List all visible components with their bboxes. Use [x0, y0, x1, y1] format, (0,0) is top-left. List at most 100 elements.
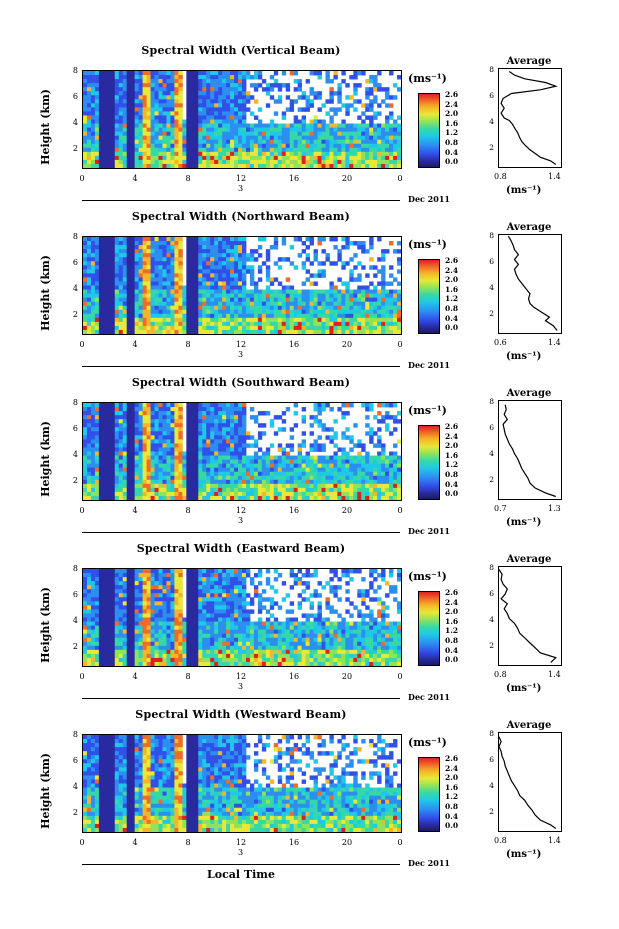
heatmap-cell	[214, 147, 219, 153]
x-tick-label: 16	[288, 506, 300, 515]
heatmap-cell	[353, 297, 358, 303]
heatmap-cell	[373, 289, 378, 294]
heatmap-plot	[82, 236, 402, 335]
heatmap-cell	[86, 411, 92, 416]
heatmap-cell	[297, 475, 303, 481]
heatmap-cell	[309, 163, 314, 168]
heatmap-cell	[130, 309, 136, 315]
heatmap-cell	[194, 245, 199, 250]
heatmap-cell	[102, 573, 108, 578]
heatmap-cell	[325, 317, 330, 323]
heatmap-cell	[166, 403, 171, 408]
heatmap-cell	[234, 317, 239, 323]
heatmap-cell	[393, 321, 398, 327]
colorbar-tick-label: 1.2	[445, 294, 459, 304]
heatmap-cell	[357, 155, 362, 161]
heatmap-cell	[162, 107, 167, 112]
heatmap-cell	[393, 443, 398, 448]
heatmap-cell	[90, 99, 96, 104]
heatmap-cell	[122, 151, 128, 157]
heatmap-cell	[202, 427, 207, 432]
heatmap-cell	[106, 289, 112, 294]
heatmap-cell	[186, 249, 191, 254]
heatmap-cell	[277, 297, 283, 303]
average-profile-svg	[500, 71, 558, 165]
heatmap-cell	[257, 293, 263, 299]
heatmap-cell	[305, 459, 310, 465]
heatmap-cell	[186, 159, 191, 165]
heatmap-cell	[198, 459, 203, 465]
heatmap-cell	[174, 403, 179, 408]
heatmap-cell	[214, 159, 219, 165]
heatmap-cell	[285, 491, 291, 497]
heatmap-cell	[86, 585, 92, 590]
heatmap-cell	[102, 159, 108, 165]
heatmap-cell	[333, 261, 338, 266]
heatmap-cell	[234, 139, 239, 145]
heatmap-cell	[321, 301, 326, 307]
heatmap-cell	[194, 403, 199, 408]
heatmap-cell	[138, 245, 144, 250]
heatmap-cell	[86, 439, 92, 444]
heatmap-cell	[333, 155, 338, 161]
heatmap-cell	[94, 127, 100, 133]
heatmap-cell	[98, 71, 104, 76]
heatmap-cell	[345, 83, 350, 88]
heatmap-cell	[86, 249, 92, 254]
heatmap-cell	[158, 261, 163, 266]
heatmap-cell	[118, 281, 124, 286]
heatmap-cell	[110, 75, 116, 80]
heatmap-cell	[281, 411, 287, 416]
heatmap-cell	[166, 427, 171, 432]
heatmap-cell	[198, 321, 203, 327]
heatmap-cell	[170, 411, 175, 416]
heatmap-cell	[329, 407, 334, 412]
heatmap-cell	[381, 301, 386, 307]
heatmap-cell	[178, 79, 183, 84]
heatmap-cell	[341, 309, 346, 315]
heatmap-cell	[277, 87, 283, 92]
heatmap-cell	[377, 281, 382, 286]
heatmap-cell	[210, 241, 215, 246]
heatmap-cell	[210, 273, 215, 278]
heatmap-cell	[146, 91, 151, 96]
heatmap-cell	[198, 269, 203, 274]
heatmap-cell	[381, 479, 386, 485]
heatmap-cell	[122, 143, 128, 149]
heatmap-cell	[305, 495, 310, 500]
heatmap-cell	[305, 79, 310, 84]
heatmap-cell	[198, 415, 203, 420]
heatmap-cell	[365, 155, 370, 161]
colorbar-tick-label: 0.8	[445, 470, 459, 479]
heatmap-cell	[230, 415, 235, 420]
heatmap-cell	[242, 91, 247, 96]
heatmap-cell	[253, 285, 259, 290]
heatmap-cell	[178, 297, 183, 303]
heatmap-cell	[166, 245, 171, 250]
heatmap-cell	[381, 249, 386, 254]
heatmap-cell	[206, 459, 211, 465]
heatmap-cell	[106, 249, 112, 254]
heatmap-cell	[126, 297, 132, 303]
heatmap-cell	[281, 285, 287, 290]
heatmap-cell	[285, 317, 291, 323]
heatmap-cell	[98, 261, 104, 266]
heatmap-cell	[138, 83, 144, 88]
heatmap-cell	[373, 147, 378, 153]
heatmap-cell	[150, 411, 155, 416]
heatmap-cell	[102, 123, 108, 128]
heatmap-cell	[90, 427, 96, 432]
heatmap-cell	[114, 435, 120, 440]
heatmap-cell	[385, 127, 390, 133]
heatmap-cell	[102, 111, 108, 116]
heatmap-cell	[234, 301, 239, 307]
heatmap-cell	[329, 305, 334, 311]
heatmap-cell	[90, 423, 96, 428]
heatmap-cell	[134, 455, 140, 460]
heatmap-cell	[110, 403, 116, 408]
heatmap-cell	[110, 277, 116, 282]
heatmap-cell	[190, 277, 195, 282]
heatmap-cell	[194, 269, 199, 274]
heatmap-cell	[134, 163, 140, 168]
heatmap-cell	[198, 475, 203, 481]
